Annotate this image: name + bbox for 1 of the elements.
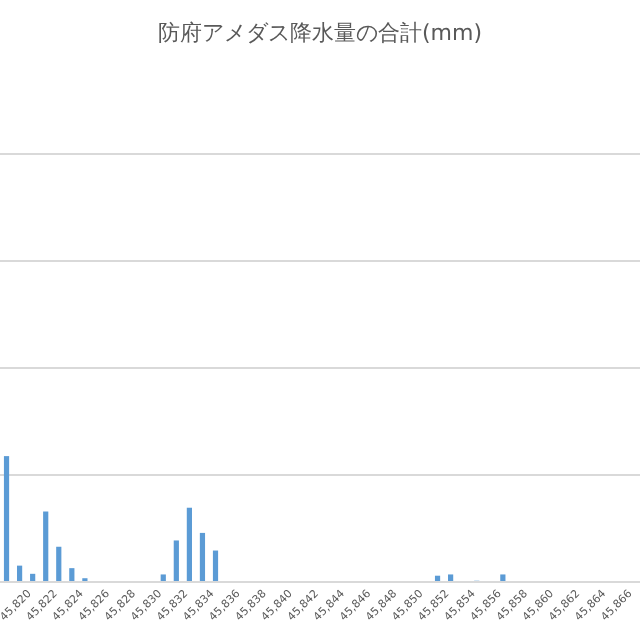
chart-title: 防府アメダス降水量の合計(mm) <box>157 20 483 46</box>
